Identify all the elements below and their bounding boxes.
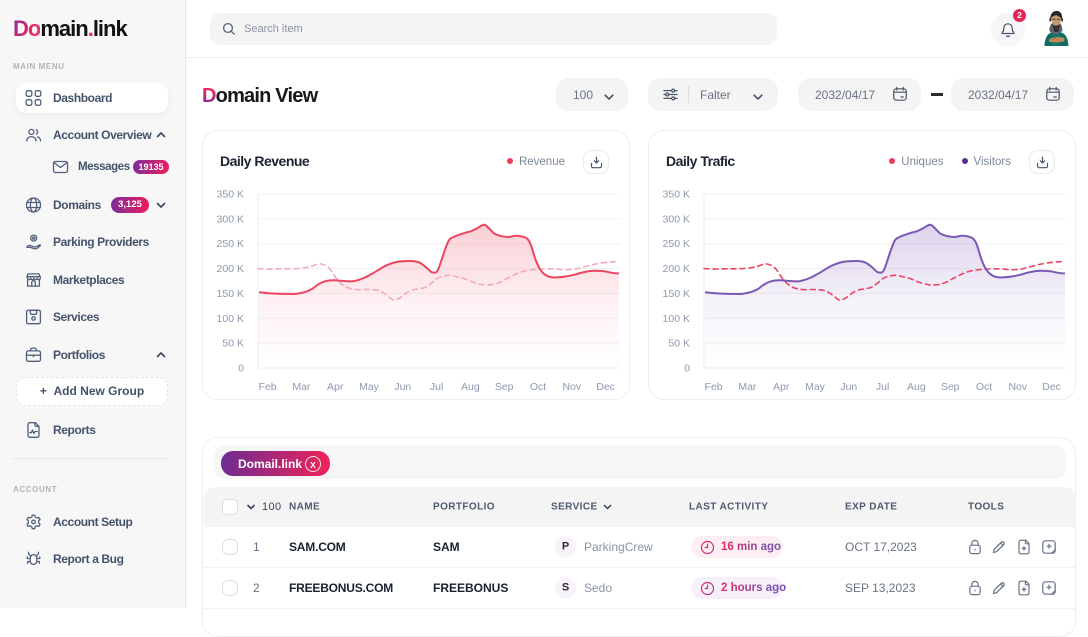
svg-text:0: 0 (684, 363, 690, 375)
svg-text:Aug: Aug (907, 381, 926, 393)
svg-text:May: May (359, 381, 380, 393)
svg-text:Jun: Jun (840, 381, 857, 393)
svg-text:300 K: 300 K (663, 213, 690, 225)
svg-text:300 K: 300 K (217, 213, 244, 225)
svg-text:Jul: Jul (876, 381, 889, 393)
svg-text:Oct: Oct (976, 381, 992, 393)
svg-text:250 K: 250 K (663, 238, 690, 250)
svg-text:50 K: 50 K (222, 338, 244, 350)
svg-text:Aug: Aug (461, 381, 480, 393)
svg-text:150 K: 150 K (217, 288, 244, 300)
svg-text:May: May (805, 381, 826, 393)
svg-text:Nov: Nov (1008, 381, 1027, 393)
svg-text:0: 0 (238, 363, 244, 375)
svg-text:Sep: Sep (495, 381, 514, 393)
svg-text:350 K: 350 K (663, 189, 690, 201)
svg-text:50 K: 50 K (668, 338, 690, 350)
svg-text:Mar: Mar (292, 381, 311, 393)
svg-text:Oct: Oct (530, 381, 546, 393)
svg-text:Apr: Apr (327, 381, 344, 393)
svg-text:Dec: Dec (596, 381, 615, 393)
svg-text:250 K: 250 K (217, 238, 244, 250)
svg-text:Sep: Sep (941, 381, 960, 393)
svg-text:Mar: Mar (738, 381, 757, 393)
svg-text:100 K: 100 K (663, 313, 690, 325)
svg-text:Jul: Jul (430, 381, 443, 393)
svg-text:Nov: Nov (562, 381, 581, 393)
svg-text:Feb: Feb (705, 381, 723, 393)
svg-text:200 K: 200 K (217, 263, 244, 275)
svg-text:Jun: Jun (394, 381, 411, 393)
svg-text:150 K: 150 K (663, 288, 690, 300)
svg-text:350 K: 350 K (217, 189, 244, 201)
svg-text:200 K: 200 K (663, 263, 690, 275)
svg-text:Feb: Feb (259, 381, 277, 393)
svg-text:100 K: 100 K (217, 313, 244, 325)
svg-text:Dec: Dec (1042, 381, 1061, 393)
svg-text:Apr: Apr (773, 381, 790, 393)
